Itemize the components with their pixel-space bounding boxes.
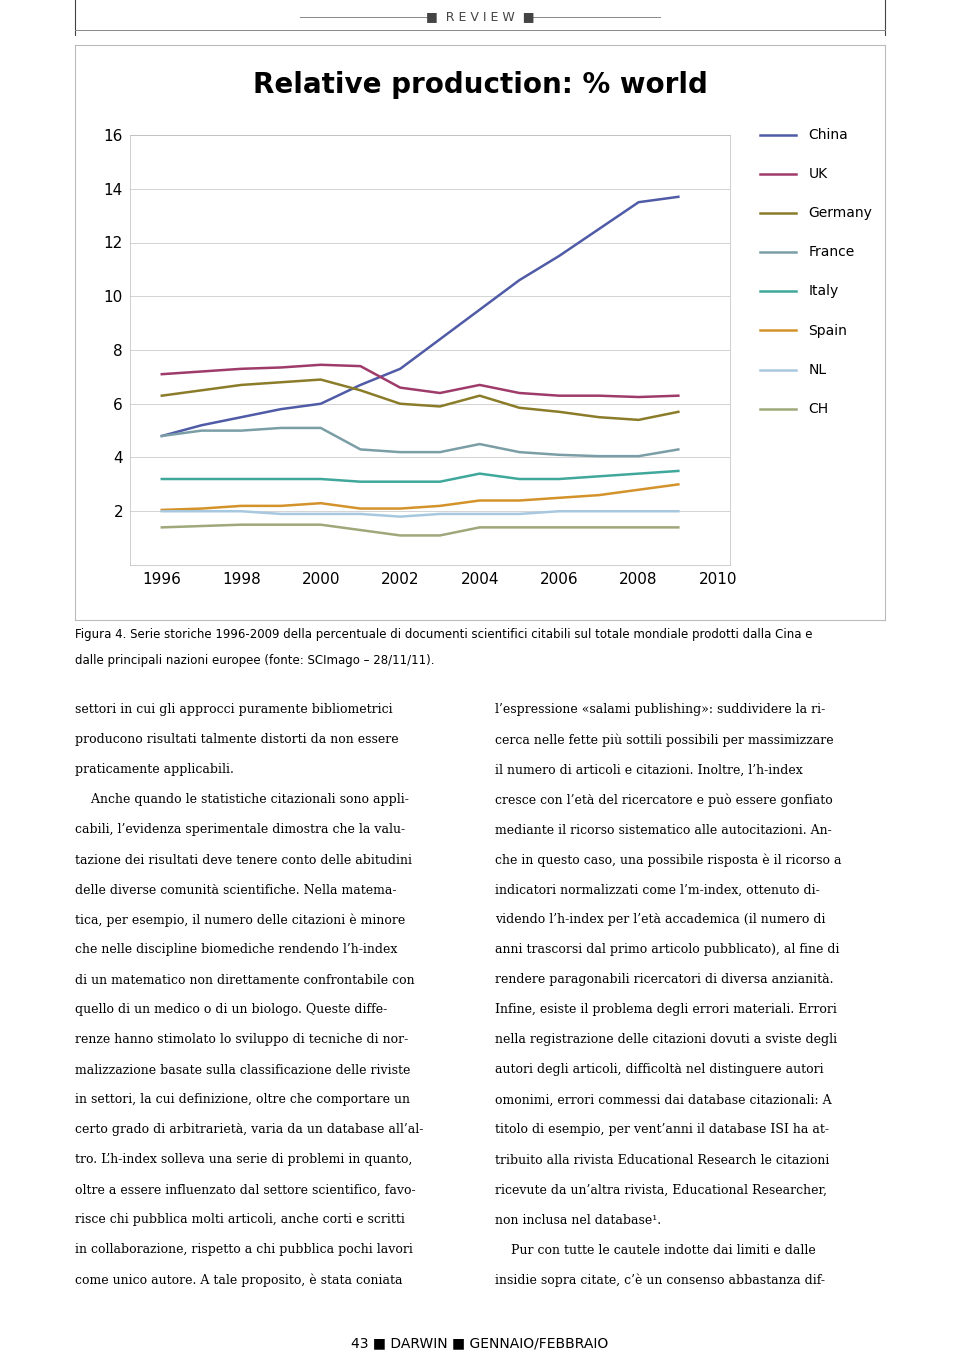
Text: risce chi pubblica molti articoli, anche corti e scritti: risce chi pubblica molti articoli, anche… [75,1213,405,1227]
Text: rendere paragonabili ricercatori di diversa anzianità.: rendere paragonabili ricercatori di dive… [495,974,833,986]
Text: anni trascorsi dal primo articolo pubblicato), al fine di: anni trascorsi dal primo articolo pubbli… [495,944,839,956]
Text: UK: UK [808,167,828,182]
Text: videndo l’h-index per l’età accademica (il numero di: videndo l’h-index per l’età accademica (… [495,914,826,926]
Text: tribuito alla rivista Educational Research le citazioni: tribuito alla rivista Educational Resear… [495,1153,829,1167]
Text: malizzazione basate sulla classificazione delle riviste: malizzazione basate sulla classificazion… [75,1064,410,1076]
Text: Relative production: % world: Relative production: % world [252,71,708,98]
Text: oltre a essere influenzato dal settore scientifico, favo-: oltre a essere influenzato dal settore s… [75,1183,416,1197]
Text: China: China [808,128,849,142]
Text: insidie sopra citate, c’è un consenso abbastanza dif-: insidie sopra citate, c’è un consenso ab… [495,1273,825,1287]
Text: France: France [808,246,854,260]
Text: producono risultati talmente distorti da non essere: producono risultati talmente distorti da… [75,734,398,746]
Text: settori in cui gli approcci puramente bibliometrici: settori in cui gli approcci puramente bi… [75,703,393,717]
Text: indicatori normalizzati come l’m-index, ottenuto di-: indicatori normalizzati come l’m-index, … [495,884,820,896]
Text: omonimi, errori commessi dai database citazionali: A: omonimi, errori commessi dai database ci… [495,1094,831,1106]
Text: il numero di articoli e citazioni. Inoltre, l’h-index: il numero di articoli e citazioni. Inolt… [495,764,803,776]
Text: certo grado di arbitrarietà, varia da un database all’al-: certo grado di arbitrarietà, varia da un… [75,1123,423,1137]
Text: Anche quando le statistiche citazionali sono appli-: Anche quando le statistiche citazionali … [75,794,409,806]
Text: NL: NL [808,362,827,377]
Text: delle diverse comunità scientifiche. Nella matema-: delle diverse comunità scientifiche. Nel… [75,884,396,896]
Text: Germany: Germany [808,206,873,220]
Text: titolo di esempio, per vent’anni il database ISI ha at-: titolo di esempio, per vent’anni il data… [495,1123,829,1137]
Text: 43 ■ DARWIN ■ GENNAIO/FEBBRAIO: 43 ■ DARWIN ■ GENNAIO/FEBBRAIO [351,1336,609,1350]
Text: di un matematico non direttamente confrontabile con: di un matematico non direttamente confro… [75,974,415,986]
Text: autori degli articoli, difficoltà nel distinguere autori: autori degli articoli, difficoltà nel di… [495,1064,824,1076]
Text: quello di un medico o di un biologo. Queste diffe-: quello di un medico o di un biologo. Que… [75,1004,387,1016]
Text: in settori, la cui definizione, oltre che comportare un: in settori, la cui definizione, oltre ch… [75,1094,410,1106]
Text: tro. L’h-index solleva una serie di problemi in quanto,: tro. L’h-index solleva una serie di prob… [75,1153,413,1167]
Text: dalle principali nazioni europee (fonte: SCImago – 28/11/11).: dalle principali nazioni europee (fonte:… [75,653,435,667]
Text: cresce con l’età del ricercatore e può essere gonfiato: cresce con l’età del ricercatore e può e… [495,794,832,807]
Text: in collaborazione, rispetto a chi pubblica pochi lavori: in collaborazione, rispetto a chi pubbli… [75,1243,413,1257]
Text: mediante il ricorso sistematico alle autocitazioni. An-: mediante il ricorso sistematico alle aut… [495,824,831,836]
Text: praticamente applicabili.: praticamente applicabili. [75,764,234,776]
Text: Infine, esiste il problema degli errori materiali. Errori: Infine, esiste il problema degli errori … [495,1004,837,1016]
Text: Pur con tutte le cautele indotte dai limiti e dalle: Pur con tutte le cautele indotte dai lim… [495,1243,816,1257]
Text: cabili, l’evidenza sperimentale dimostra che la valu-: cabili, l’evidenza sperimentale dimostra… [75,824,405,836]
Text: che in questo caso, una possibile risposta è il ricorso a: che in questo caso, una possibile rispos… [495,854,842,867]
Text: renze hanno stimolato lo sviluppo di tecniche di nor-: renze hanno stimolato lo sviluppo di tec… [75,1034,408,1046]
Text: che nelle discipline biomediche rendendo l’h-index: che nelle discipline biomediche rendendo… [75,944,397,956]
Text: cerca nelle fette più sottili possibili per massimizzare: cerca nelle fette più sottili possibili … [495,734,833,747]
Text: tica, per esempio, il numero delle citazioni è minore: tica, per esempio, il numero delle citaz… [75,914,405,926]
Text: Spain: Spain [808,324,848,337]
Text: nella registrazione delle citazioni dovuti a sviste degli: nella registrazione delle citazioni dovu… [495,1034,837,1046]
Text: CH: CH [808,402,828,415]
Text: ricevute da un’altra rivista, Educational Researcher,: ricevute da un’altra rivista, Educationa… [495,1183,827,1197]
Text: non inclusa nel database¹.: non inclusa nel database¹. [495,1213,661,1227]
Text: Italy: Italy [808,284,839,298]
Text: ■  R E V I E W  ■: ■ R E V I E W ■ [425,11,535,23]
Text: Figura 4. Serie storiche 1996-2009 della percentuale di documenti scientifici ci: Figura 4. Serie storiche 1996-2009 della… [75,628,812,641]
Text: l’espressione «salami publishing»: suddividere la ri-: l’espressione «salami publishing»: suddi… [495,703,826,717]
Text: come unico autore. A tale proposito, è stata coniata: come unico autore. A tale proposito, è s… [75,1273,402,1287]
Text: tazione dei risultati deve tenere conto delle abitudini: tazione dei risultati deve tenere conto … [75,854,412,866]
